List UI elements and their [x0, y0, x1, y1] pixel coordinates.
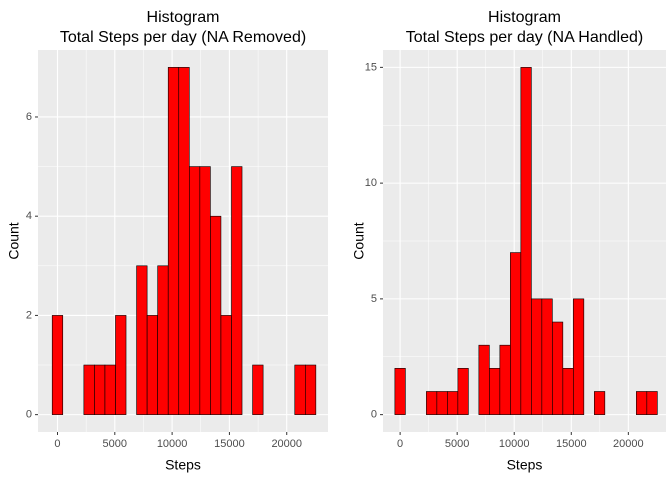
bar: [562, 368, 574, 415]
bar: [499, 344, 511, 415]
bar: [157, 265, 169, 415]
bar: [83, 364, 95, 415]
bar: [199, 166, 211, 415]
x-tick-label: 0: [54, 438, 60, 450]
bar: [51, 315, 64, 415]
bar: [436, 391, 448, 415]
y-tick-label: 6: [26, 111, 32, 123]
chart-subtitle: Total Steps per day (NA Handled): [406, 29, 643, 46]
chart-subtitle: Total Steps per day (NA Removed): [60, 29, 306, 46]
x-tick-label: 20000: [613, 438, 644, 450]
bar: [552, 321, 564, 415]
bar: [489, 368, 501, 415]
bar: [252, 364, 264, 415]
y-tick-label: 15: [365, 61, 377, 73]
x-axis-label: Steps: [165, 457, 201, 473]
bar: [220, 315, 232, 415]
bar: [531, 298, 543, 415]
bar: [457, 368, 469, 415]
x-tick-label: 5000: [445, 438, 469, 450]
bar: [478, 344, 490, 415]
bar: [231, 166, 243, 415]
bar: [594, 391, 606, 415]
bar: [520, 67, 532, 415]
bar: [136, 265, 148, 415]
y-tick-label: 10: [365, 177, 377, 189]
x-tick-label: 15000: [214, 438, 245, 450]
chart-title: Histogram: [488, 9, 561, 26]
y-axis-label: Count: [351, 222, 367, 259]
bar: [426, 391, 438, 415]
bar: [167, 67, 180, 415]
x-tick-label: 10000: [499, 438, 530, 450]
bar: [146, 315, 158, 415]
chart-title: Histogram: [147, 9, 220, 26]
bar: [541, 298, 553, 415]
bar: [394, 368, 406, 415]
bar: [189, 166, 201, 415]
y-tick-label: 0: [26, 409, 32, 421]
x-tick-label: 10000: [157, 438, 188, 450]
x-tick-label: 0: [397, 438, 403, 450]
bar: [210, 215, 222, 415]
y-axis-label: Count: [6, 222, 22, 259]
bar: [510, 252, 522, 415]
x-tick-label: 15000: [556, 438, 587, 450]
y-tick-label: 2: [26, 309, 32, 321]
y-tick-label: 4: [26, 210, 32, 222]
bar: [104, 364, 116, 415]
y-tick-label: 5: [371, 293, 377, 305]
x-tick-label: 5000: [103, 438, 127, 450]
bar: [646, 391, 658, 415]
bar: [94, 364, 106, 415]
bar: [305, 364, 317, 415]
bar: [636, 391, 648, 415]
y-tick-label: 0: [371, 409, 377, 421]
x-tick-label: 20000: [271, 438, 302, 450]
bar: [447, 391, 459, 415]
bar: [115, 315, 127, 415]
bar: [573, 298, 585, 415]
bar: [178, 67, 190, 415]
x-axis-label: Steps: [507, 457, 543, 473]
bar: [294, 364, 306, 415]
